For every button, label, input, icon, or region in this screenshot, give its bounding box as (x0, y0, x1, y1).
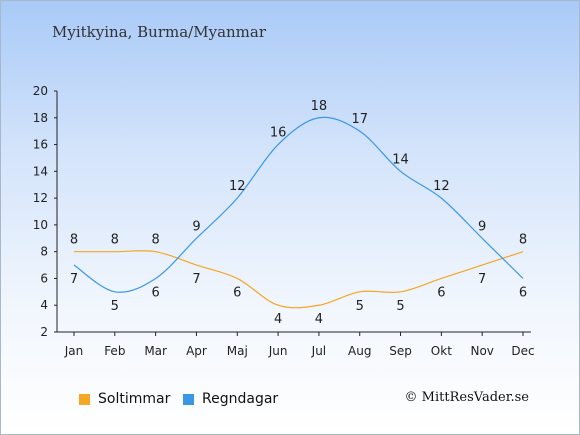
data-label-soltimmar: 8 (519, 233, 527, 248)
x-tick-label: Maj (227, 344, 248, 358)
x-tick-label: Mar (144, 344, 167, 358)
y-tick-label: 8 (40, 245, 48, 259)
axes: 2 4 6 8 10 12 14 16 18 20 Jan Feb Mar Apr Maj Jun Jul Aug… (33, 84, 535, 358)
legend-swatch-regndagar (183, 393, 194, 405)
data-labels: 8 8 8 7 6 4 4 5 5 6 7 8 7 5 6 9 12 16 18 17 14 12 9 6 (70, 99, 527, 327)
y-tick-label: 2 (40, 325, 48, 339)
data-label-regndagar: 5 (111, 299, 119, 314)
data-label-regndagar: 7 (70, 272, 78, 287)
series-line-regndagar (73, 116, 524, 293)
x-tick-label: Nov (470, 344, 493, 358)
y-tick-label: 18 (33, 111, 48, 125)
data-label-regndagar: 14 (392, 152, 409, 167)
data-label-soltimmar: 7 (478, 272, 486, 287)
legend-label-soltimmar: Soltimmar (98, 391, 171, 407)
data-label-soltimmar: 8 (151, 233, 159, 248)
data-label-soltimmar: 4 (274, 312, 282, 327)
y-tick-label: 6 (40, 271, 48, 285)
credit-text: © MittResVader.se (404, 390, 529, 405)
data-label-soltimmar: 7 (192, 272, 200, 287)
data-label-soltimmar: 6 (437, 285, 445, 300)
data-label-regndagar: 9 (192, 219, 200, 234)
x-tick-label: Aug (348, 344, 371, 358)
data-label-soltimmar: 5 (396, 299, 404, 314)
x-tick-label: Dec (511, 344, 534, 358)
data-label-regndagar: 16 (270, 126, 287, 141)
legend-swatch-soltimmar (79, 393, 90, 405)
x-tick-label: Jul (311, 344, 326, 358)
data-label-regndagar: 18 (311, 99, 328, 114)
data-label-regndagar: 12 (433, 179, 450, 194)
x-tick-label: Feb (104, 344, 125, 358)
data-label-regndagar: 17 (351, 112, 368, 127)
data-label-regndagar: 6 (519, 285, 527, 300)
data-label-soltimmar: 8 (111, 233, 119, 248)
data-label-regndagar: 6 (151, 285, 159, 300)
y-tick-label: 20 (33, 84, 48, 98)
x-tick-label: Okt (431, 344, 452, 358)
y-tick-label: 4 (40, 298, 48, 312)
y-tick-label: 10 (33, 218, 48, 232)
y-tick-label: 16 (33, 138, 48, 152)
data-label-regndagar: 12 (229, 179, 246, 194)
legend-item-regndagar: Regndagar (183, 391, 278, 407)
series-line-soltimmar (73, 250, 524, 309)
x-tick-label: Jan (64, 344, 84, 358)
legend-label-regndagar: Regndagar (202, 391, 279, 407)
chart-title: Myitkyina, Burma/Myanmar (52, 23, 267, 41)
data-label-soltimmar: 8 (70, 233, 78, 248)
data-label-soltimmar: 6 (233, 285, 241, 300)
x-tick-label: Apr (186, 344, 207, 358)
x-tick-label: Jun (268, 344, 288, 358)
data-label-soltimmar: 5 (356, 299, 364, 314)
series-lines (73, 116, 524, 309)
legend-item-soltimmar: Soltimmar (79, 391, 170, 407)
x-tick-label: Sep (389, 344, 412, 358)
data-label-soltimmar: 4 (315, 312, 323, 327)
y-tick-label: 14 (33, 164, 48, 178)
data-label-regndagar: 9 (478, 219, 486, 234)
y-tick-label: 12 (33, 191, 48, 205)
